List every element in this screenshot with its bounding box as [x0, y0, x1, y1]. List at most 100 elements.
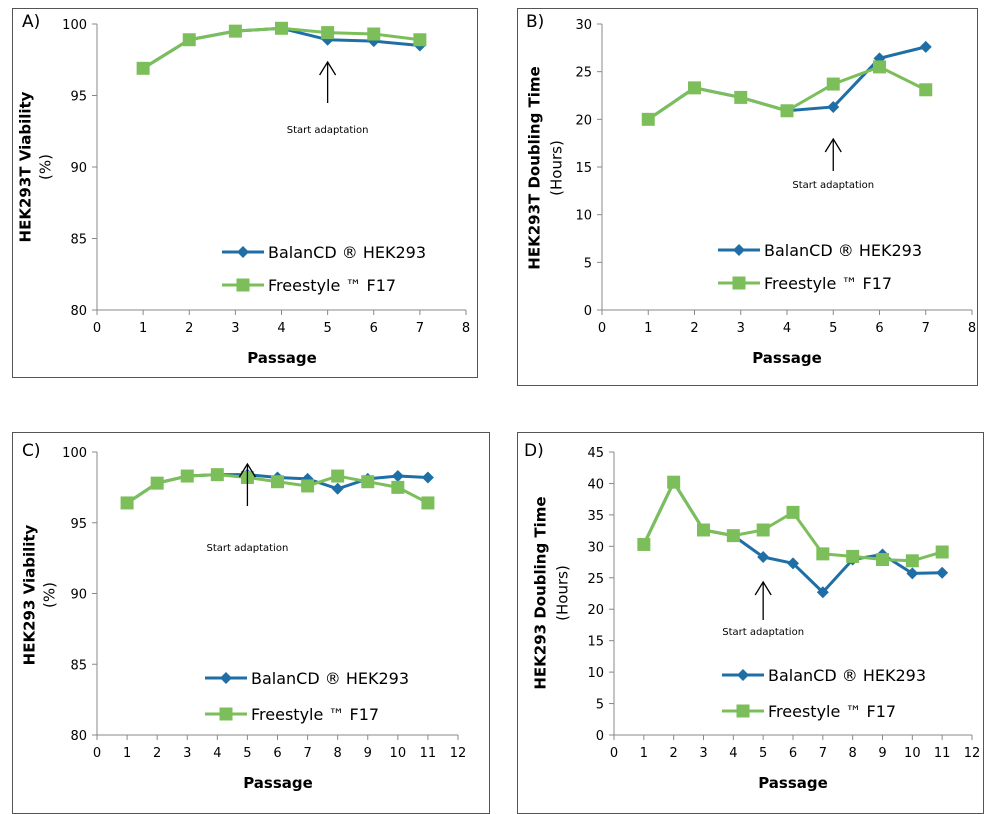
data-point-freestyle — [421, 496, 435, 510]
data-point-freestyle — [180, 469, 194, 483]
x-tick-label: 5 — [829, 321, 837, 336]
data-point-freestyle — [301, 479, 315, 493]
x-axis-title: Passage — [752, 349, 822, 367]
x-tick-label: 3 — [737, 321, 745, 336]
x-tick-label: 8 — [334, 746, 342, 761]
data-point-freestyle — [935, 545, 949, 559]
data-point-freestyle — [275, 21, 288, 35]
x-tick-label: 2 — [185, 321, 193, 336]
data-point-balancd — [919, 40, 932, 53]
data-point-balancd — [816, 586, 829, 599]
y-tick-label: 10 — [587, 666, 604, 681]
data-point-balancd — [906, 567, 919, 580]
data-point-freestyle — [150, 476, 164, 490]
y-axis-title: HEK293 Doubling Time — [532, 496, 550, 689]
data-point-balancd — [757, 551, 770, 564]
legend-label: BalanCD ® HEK293 — [764, 241, 922, 260]
x-tick-label: 1 — [640, 746, 648, 761]
y-tick-label: 35 — [587, 509, 604, 524]
legend-label: Freestyle ™ F17 — [768, 702, 896, 721]
x-tick-label: 3 — [231, 321, 239, 336]
data-point-freestyle — [136, 61, 150, 75]
data-point-freestyle — [667, 475, 681, 489]
x-tick-label: 9 — [364, 746, 372, 761]
data-point-freestyle — [826, 77, 840, 91]
data-point-freestyle — [756, 523, 770, 537]
panel-label: B) — [526, 12, 544, 32]
x-tick-label: 1 — [644, 321, 652, 336]
legend-marker — [733, 244, 745, 256]
x-tick-label: 1 — [139, 321, 147, 336]
y-tick-label: 0 — [584, 304, 592, 319]
y-tick-label: 85 — [70, 658, 87, 673]
chart-panel-b: 0 5 10 15 20 25 30 0 1 2 3 4 5 6 7 8 B) Passage HEK293T Do… — [517, 8, 978, 386]
y-tick-label: 25 — [575, 66, 592, 81]
data-point-balancd — [827, 100, 840, 113]
legend-marker — [220, 672, 232, 684]
x-tick-label: 12 — [450, 746, 467, 761]
y-tick-label: 5 — [584, 256, 592, 271]
y-tick-label: 40 — [587, 477, 604, 492]
data-point-freestyle — [846, 549, 860, 563]
y-axis-title: HEK293T Viability — [17, 91, 35, 242]
x-tick-label: 0 — [93, 321, 101, 336]
chart-panel-a: 80 85 90 95 100 0 1 2 3 4 5 6 7 8 A) Passage HEK293T Via… — [12, 8, 478, 378]
annotation-arrow-head — [319, 60, 337, 76]
legend-marker — [236, 278, 250, 292]
x-tick-label: 3 — [699, 746, 707, 761]
x-tick-label: 7 — [303, 746, 311, 761]
data-point-freestyle — [367, 27, 381, 41]
x-tick-label: 4 — [213, 746, 221, 761]
x-tick-label: 2 — [690, 321, 698, 336]
annotation-arrow-head — [754, 580, 772, 596]
y-tick-label: 30 — [587, 540, 604, 555]
y-axis-unit: (%) — [37, 154, 55, 180]
legend-marker — [736, 704, 750, 718]
y-axis-title: HEK293 Viability — [21, 524, 39, 665]
y-tick-label: 5 — [596, 698, 604, 713]
legend-label: Freestyle ™ F17 — [268, 276, 396, 295]
y-tick-label: 100 — [62, 18, 87, 33]
x-tick-label: 12 — [964, 746, 981, 761]
data-point-freestyle — [919, 83, 933, 97]
legend-marker — [237, 246, 249, 258]
legend-label: Freestyle ™ F17 — [764, 274, 892, 293]
data-point-freestyle — [120, 496, 134, 510]
x-tick-label: 0 — [598, 321, 606, 336]
data-point-freestyle — [905, 554, 919, 568]
data-point-freestyle — [697, 523, 710, 537]
panel-label: A) — [22, 12, 40, 32]
y-tick-label: 80 — [70, 304, 87, 319]
data-point-freestyle — [271, 475, 284, 489]
annotation-text: Start adaptation — [792, 180, 874, 191]
legend-label: BalanCD ® HEK293 — [268, 243, 426, 262]
data-point-freestyle — [182, 33, 196, 47]
x-tick-label: 7 — [819, 746, 827, 761]
x-axis-title: Passage — [758, 774, 828, 792]
y-axis-unit: (Hours) — [554, 565, 572, 621]
y-tick-label: 80 — [70, 729, 87, 744]
data-point-balancd — [391, 470, 404, 483]
x-tick-label: 11 — [420, 746, 437, 761]
y-tick-label: 100 — [62, 446, 87, 461]
data-point-freestyle — [637, 537, 651, 551]
x-tick-label: 0 — [93, 746, 101, 761]
legend-marker — [737, 669, 749, 681]
y-tick-label: 95 — [70, 517, 87, 532]
panel-frame — [12, 8, 478, 378]
x-tick-label: 4 — [729, 746, 737, 761]
legend-label: Freestyle ™ F17 — [251, 705, 379, 724]
y-tick-label: 85 — [70, 233, 87, 248]
data-point-freestyle — [734, 90, 748, 104]
x-tick-label: 11 — [934, 746, 951, 761]
y-tick-label: 20 — [575, 113, 592, 128]
data-point-freestyle — [210, 468, 224, 482]
y-tick-label: 95 — [70, 90, 87, 105]
annotation-arrow-head — [824, 137, 842, 153]
data-point-freestyle — [786, 505, 800, 519]
x-tick-label: 1 — [123, 746, 131, 761]
data-point-balancd — [787, 557, 799, 570]
x-tick-label: 8 — [968, 321, 976, 336]
